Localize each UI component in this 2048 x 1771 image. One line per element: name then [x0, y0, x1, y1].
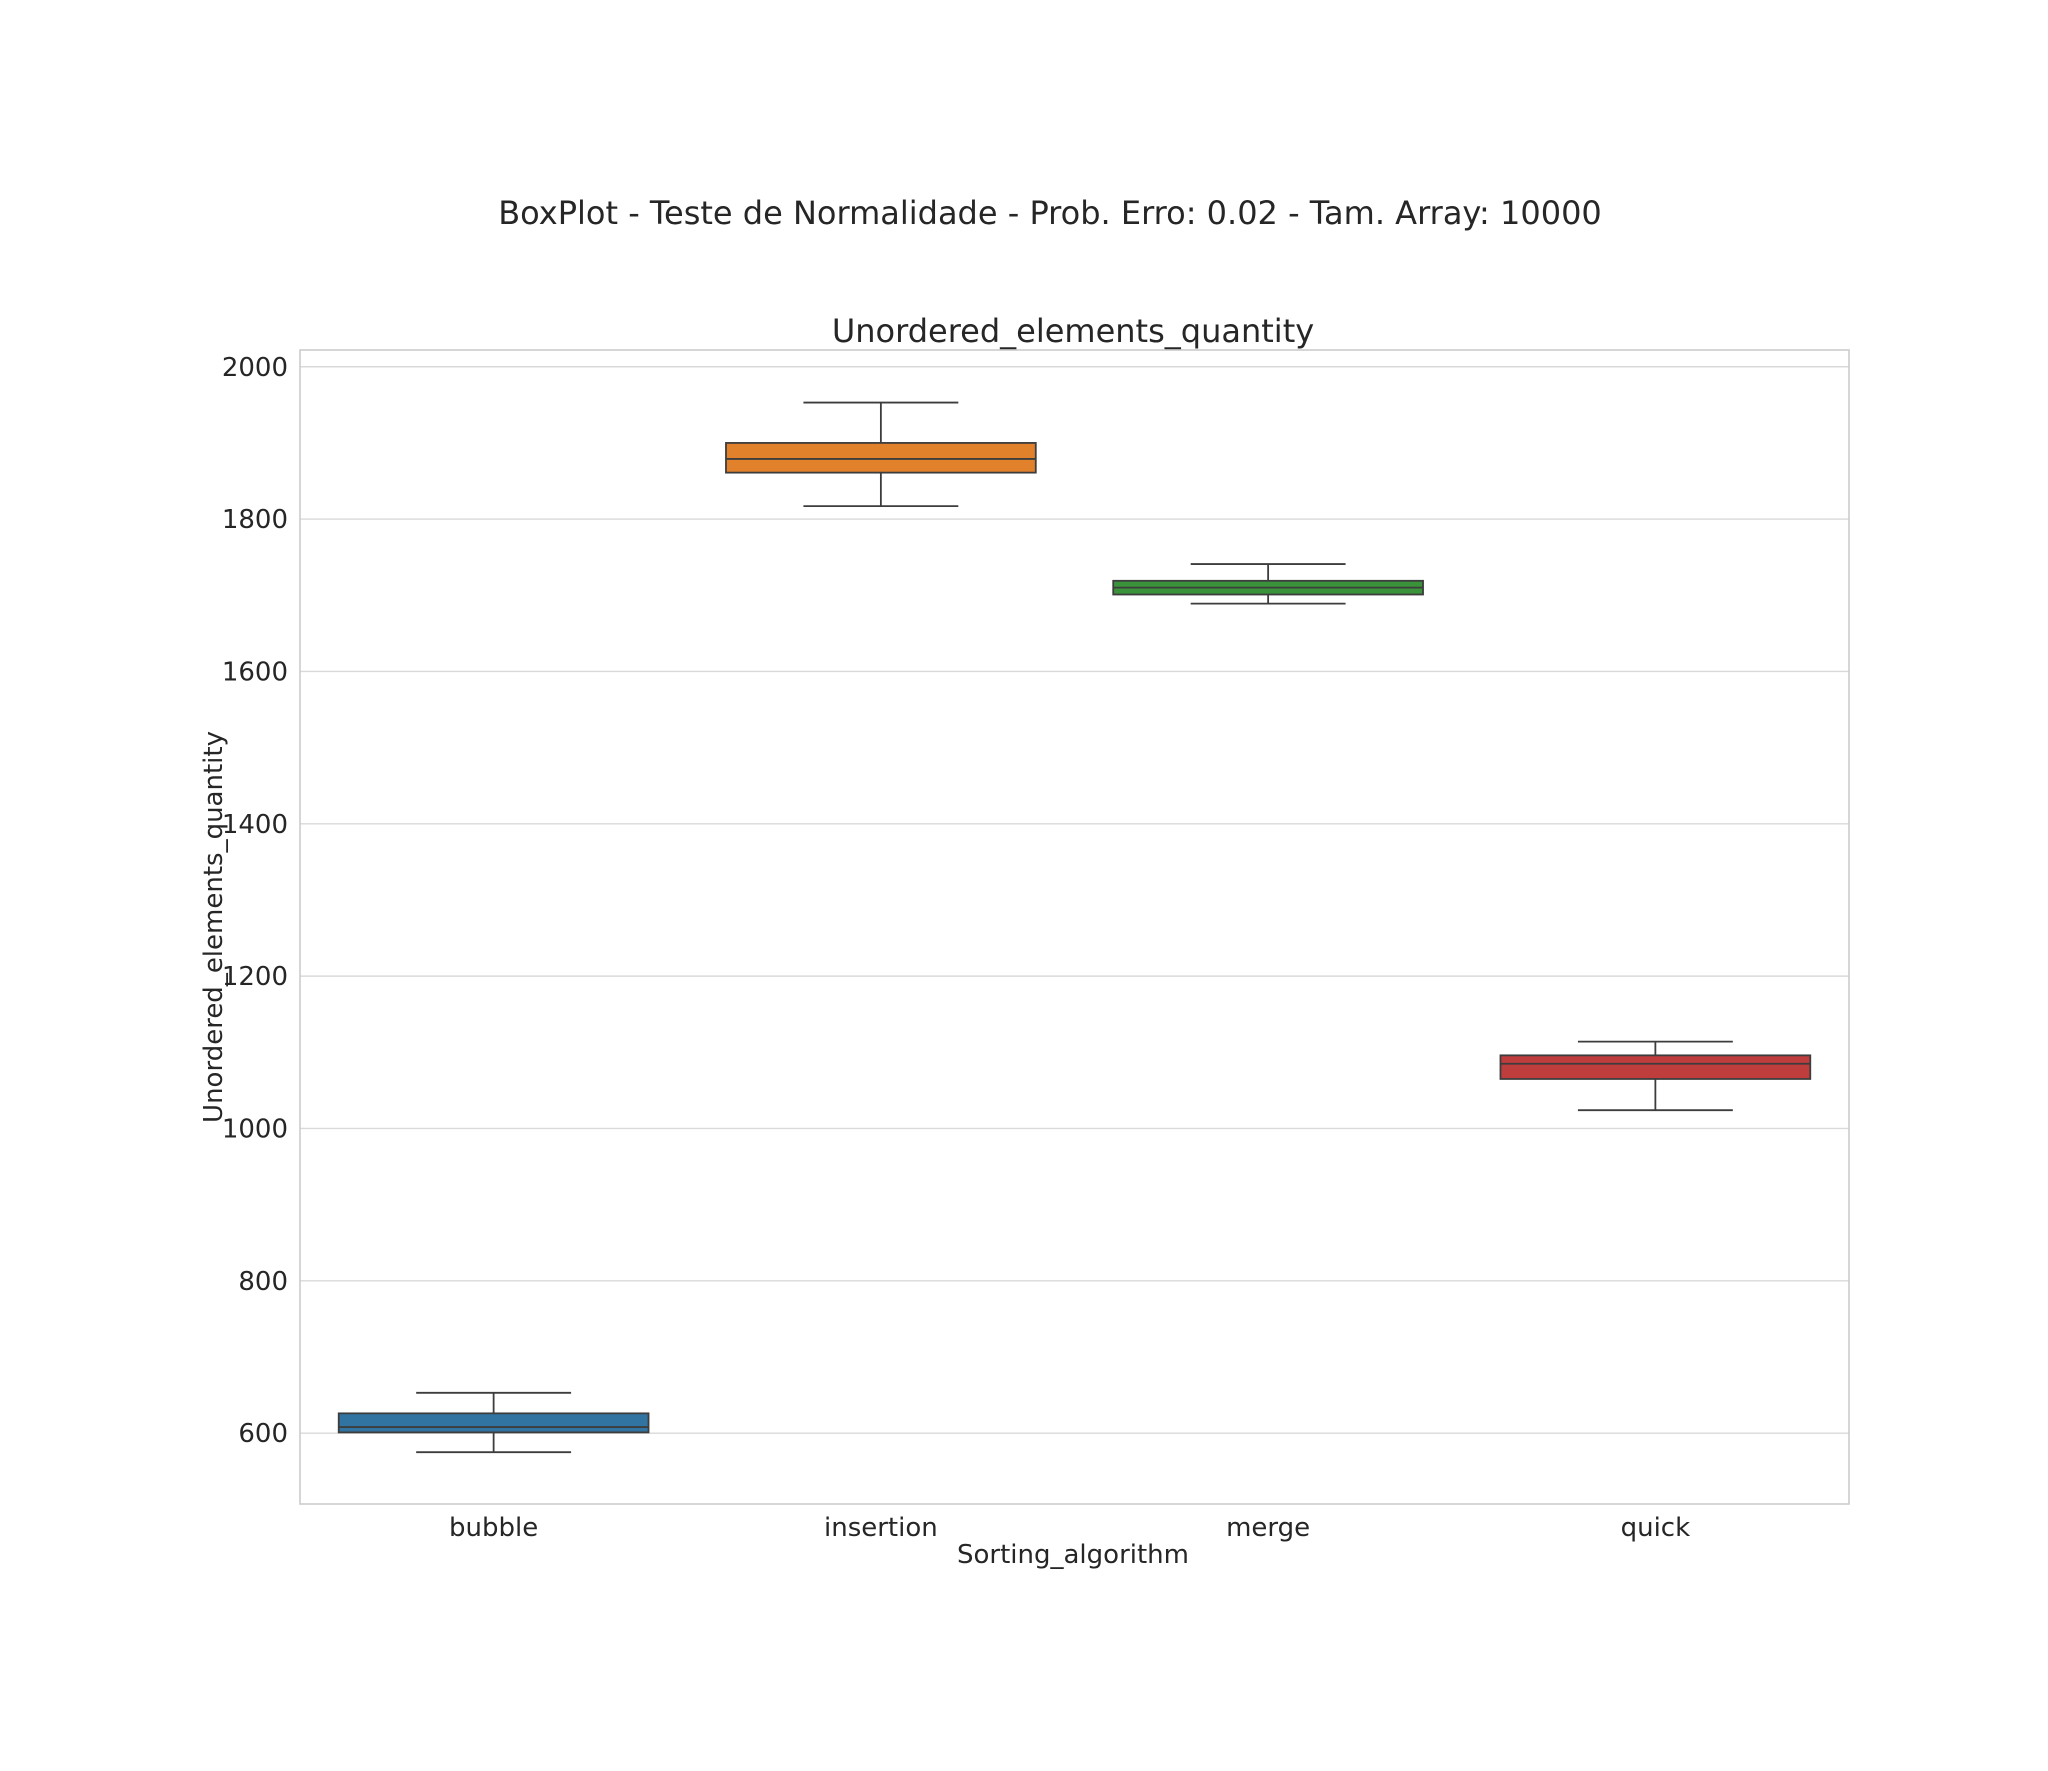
boxes [337, 401, 1812, 1454]
x-tick-label: merge [1226, 1513, 1310, 1543]
box-merge [1112, 563, 1424, 605]
chart-title: Unordered_elements_quantity [832, 312, 1314, 350]
x-tick-label: bubble [449, 1513, 538, 1543]
gridlines [300, 366, 1849, 1434]
iqr-box [337, 1412, 650, 1434]
y-tick-label: 600 [238, 1419, 288, 1449]
y-tick-label: 1200 [222, 962, 288, 992]
y-axis-label: Unordered_elements_quantity [199, 731, 229, 1123]
iqr-box [1499, 1054, 1812, 1080]
x-tick-label: quick [1621, 1513, 1691, 1543]
y-tick-label: 1400 [222, 810, 288, 840]
x-tick-labels: bubble insertion merge quick [449, 1513, 1690, 1543]
y-tick-label: 2000 [222, 353, 288, 383]
box-insertion [725, 401, 1037, 508]
y-tick-label: 800 [238, 1267, 288, 1297]
y-tick-label: 1000 [222, 1114, 288, 1144]
iqr-box [725, 442, 1037, 474]
box-bubble [337, 1391, 650, 1454]
box-quick [1499, 1040, 1812, 1112]
y-tick-label: 1600 [222, 657, 288, 687]
x-axis-label: Sorting_algorithm [957, 1540, 1189, 1570]
plot-frame [299, 349, 1850, 1505]
figure-suptitle: BoxPlot - Teste de Normalidade - Prob. E… [498, 194, 1602, 232]
y-tick-label: 1800 [222, 505, 288, 535]
x-tick-label: insertion [824, 1513, 938, 1543]
y-tick-labels: 600 800 1000 1200 1400 1600 1800 2000 [222, 353, 288, 1449]
